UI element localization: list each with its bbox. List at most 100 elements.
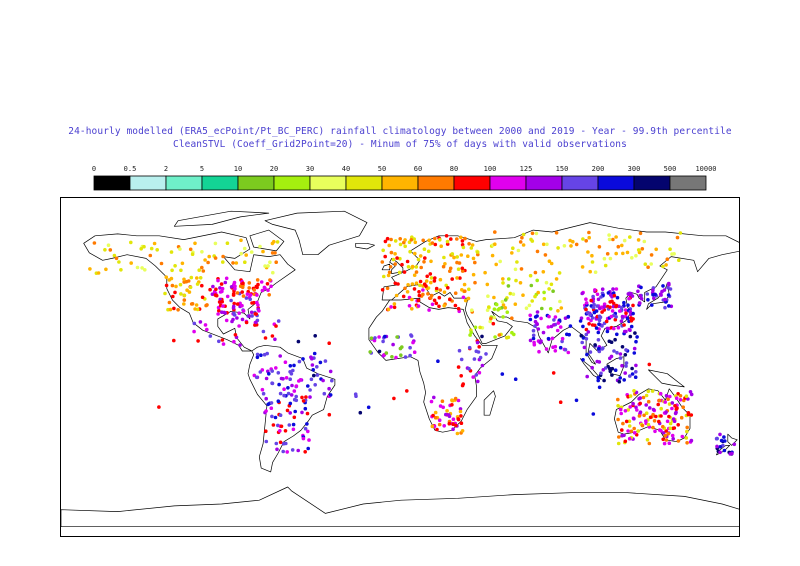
station-point (426, 249, 431, 254)
station-point (117, 260, 121, 264)
station-point (607, 233, 611, 237)
station-point (198, 320, 203, 324)
station-point (434, 286, 439, 291)
station-point (265, 282, 270, 286)
station-point (475, 250, 480, 254)
station-point (239, 251, 243, 256)
station-point (255, 278, 260, 282)
station-point (437, 418, 442, 422)
station-point (515, 260, 519, 264)
station-point (664, 263, 668, 267)
station-point (354, 394, 358, 398)
station-point (621, 251, 625, 256)
station-point (278, 354, 282, 358)
station-point (192, 321, 197, 326)
station-point (642, 239, 647, 244)
station-point (422, 260, 426, 264)
station-point (271, 423, 276, 427)
station-point (418, 254, 423, 258)
station-point (301, 357, 305, 361)
station-point (386, 307, 391, 312)
station-point (661, 431, 666, 435)
station-point (312, 373, 316, 378)
station-point (455, 431, 460, 436)
station-point (282, 387, 286, 391)
station-point (285, 450, 289, 454)
station-point (563, 347, 568, 352)
station-point (649, 253, 654, 257)
station-point (638, 293, 642, 298)
station-point (668, 421, 673, 426)
legend-swatch-150 (561, 175, 599, 191)
station-point (521, 232, 526, 237)
station-point (219, 282, 224, 286)
station-point (457, 348, 462, 353)
station-point (646, 422, 651, 427)
station-point (448, 266, 453, 271)
station-point (623, 409, 628, 413)
station-point (634, 339, 638, 344)
station-point (389, 237, 393, 242)
station-point (632, 416, 636, 421)
legend-swatch-200 (597, 175, 635, 191)
station-point (239, 238, 243, 243)
station-point (620, 428, 624, 432)
station-point (593, 288, 597, 292)
station-point (651, 288, 655, 293)
station-point (327, 386, 331, 391)
station-point (92, 241, 97, 245)
station-point (190, 302, 195, 306)
station-point (264, 409, 268, 413)
station-point (255, 355, 260, 360)
station-point (554, 277, 559, 281)
station-point (624, 419, 629, 424)
station-point (296, 339, 301, 344)
station-point (620, 243, 624, 248)
station-point (221, 260, 225, 264)
station-point (409, 333, 413, 337)
station-point (560, 336, 565, 341)
station-point (474, 373, 479, 377)
legend-tick-label: 200 (592, 165, 605, 173)
station-point (644, 411, 649, 415)
station-point (448, 269, 452, 273)
station-point (232, 311, 236, 316)
station-point (450, 252, 455, 256)
station-point (547, 259, 552, 263)
station-point (667, 414, 671, 419)
landmass-uk (389, 258, 404, 274)
station-point (722, 448, 727, 453)
legend-swatch-20 (273, 175, 311, 191)
station-point (292, 363, 296, 368)
station-point (457, 261, 462, 265)
station-point (472, 357, 477, 361)
station-point (483, 270, 487, 275)
station-point (678, 398, 683, 402)
station-point (454, 423, 458, 428)
station-point (590, 260, 595, 264)
station-point (468, 333, 472, 337)
station-point (582, 345, 587, 350)
station-point (410, 297, 414, 302)
station-point (654, 247, 658, 252)
station-point (218, 286, 222, 290)
station-point (689, 438, 694, 443)
station-point (551, 371, 556, 375)
legend-tick-label: 80 (450, 165, 458, 173)
station-point (594, 309, 599, 313)
station-point (536, 327, 541, 331)
station-point (259, 353, 263, 357)
station-point (433, 276, 437, 280)
station-point (625, 316, 630, 320)
station-point (657, 428, 662, 432)
station-point (453, 303, 458, 308)
station-point (531, 336, 536, 341)
station-point (438, 238, 442, 242)
station-point (584, 297, 588, 301)
station-point (616, 244, 621, 249)
station-point (653, 429, 657, 434)
station-point (552, 318, 556, 322)
station-point (306, 446, 310, 451)
station-point (386, 273, 391, 278)
station-point (602, 304, 607, 309)
